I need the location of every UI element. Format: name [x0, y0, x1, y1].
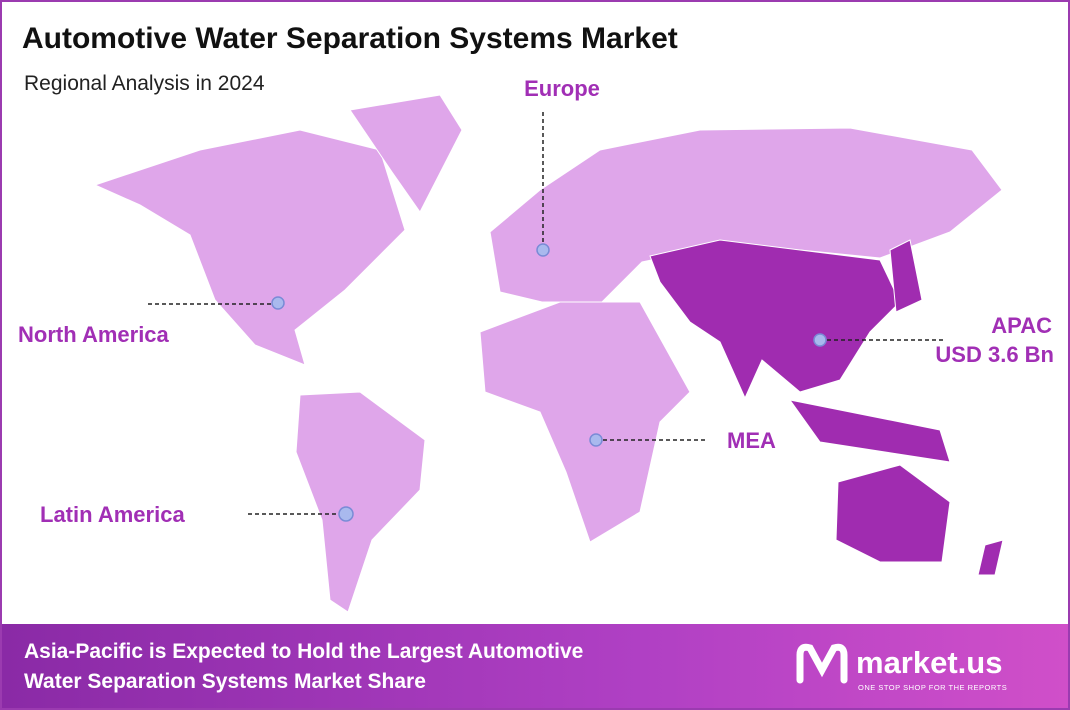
subtitle: Regional Analysis in 2024	[24, 72, 265, 95]
title: Automotive Water Separation Systems Mark…	[22, 22, 678, 55]
new-zealand	[977, 539, 1004, 576]
asia	[649, 239, 901, 400]
africa	[479, 301, 691, 543]
region-label: APAC	[991, 313, 1052, 338]
brand: market.us	[856, 645, 1002, 680]
region-label: Latin America	[40, 502, 185, 527]
footer-text: Asia-Pacific is Expected to Hold the Lar…	[24, 640, 583, 663]
world-map	[93, 94, 1004, 613]
marker	[536, 243, 550, 257]
marker	[813, 333, 827, 347]
footer-text: Water Separation Systems Market Share	[24, 670, 426, 693]
region-label: North America	[18, 322, 170, 347]
europe-russia	[489, 127, 1003, 303]
region-value: USD 3.6 Bn	[935, 342, 1054, 367]
footer-band	[2, 624, 1068, 708]
logo-mark	[796, 643, 848, 684]
callouts: Europe North America APAC USD 3.6 Bn MEA…	[18, 76, 1054, 527]
region-label: MEA	[727, 428, 776, 453]
north-america	[93, 129, 406, 366]
marker	[271, 296, 285, 310]
region-label: Europe	[524, 76, 600, 101]
logo: market.us ONE STOP SHOP FOR THE REPORTS	[796, 643, 1007, 692]
greenland	[349, 94, 463, 213]
marker	[589, 433, 603, 447]
tagline: ONE STOP SHOP FOR THE REPORTS	[858, 683, 1007, 692]
marker	[338, 506, 354, 522]
japan	[889, 239, 923, 313]
south-america	[295, 391, 426, 613]
australia	[835, 464, 951, 563]
southeast-asia	[788, 399, 951, 463]
